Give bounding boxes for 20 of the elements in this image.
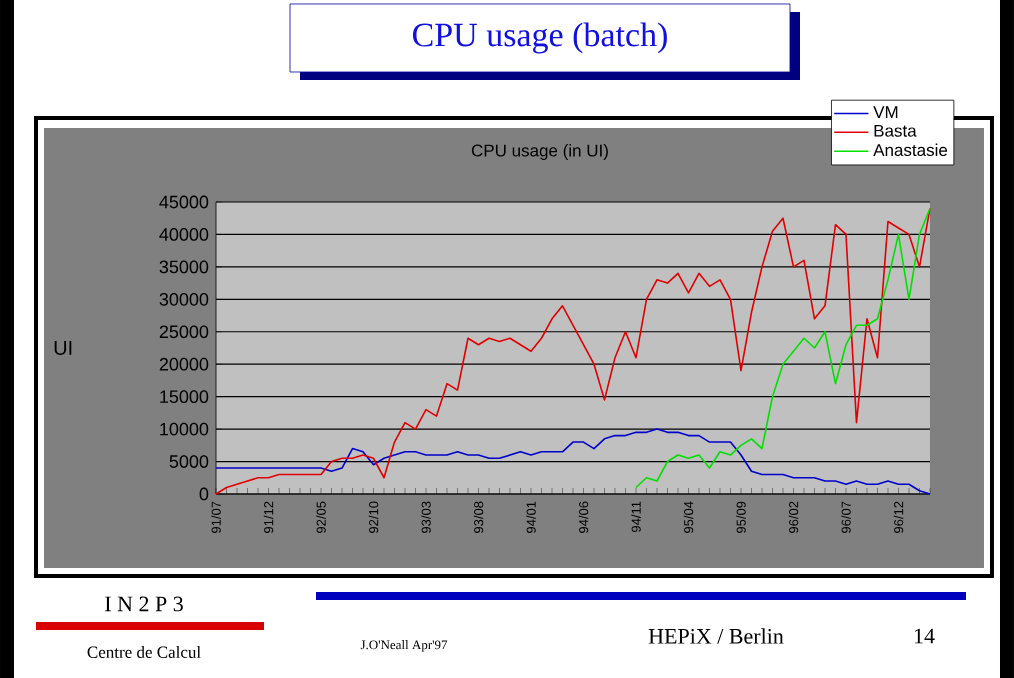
legend-label: Anastasie — [873, 143, 948, 157]
y-tick-label: 25000 — [159, 325, 209, 339]
y-tick-label: 35000 — [159, 260, 209, 274]
legend-label: Basta — [874, 124, 917, 137]
y-tick-label: 10000 — [160, 422, 209, 436]
y-axis-title: UI — [54, 341, 72, 355]
y-tick-label: 0 — [199, 487, 209, 501]
text: HEPiX / Berlin — [648, 628, 784, 644]
y-tick-label: 20000 — [159, 357, 209, 371]
y-tick-label: 45000 — [159, 195, 209, 209]
y-tick-label: 15000 — [160, 390, 209, 404]
y-tick-label: 5000 — [169, 455, 209, 468]
chart-subtitle: CPU usage (in UI) — [471, 144, 608, 160]
text: 14 — [914, 628, 935, 644]
chart-title: CPU usage (batch) — [412, 22, 667, 54]
text: I N 2 P 3 — [105, 596, 183, 612]
y-tick-label: 40000 — [159, 228, 209, 241]
text: Centre de Calcul — [87, 645, 201, 658]
y-tick-label: 30000 — [159, 292, 209, 306]
legend-label: VM — [873, 106, 898, 118]
